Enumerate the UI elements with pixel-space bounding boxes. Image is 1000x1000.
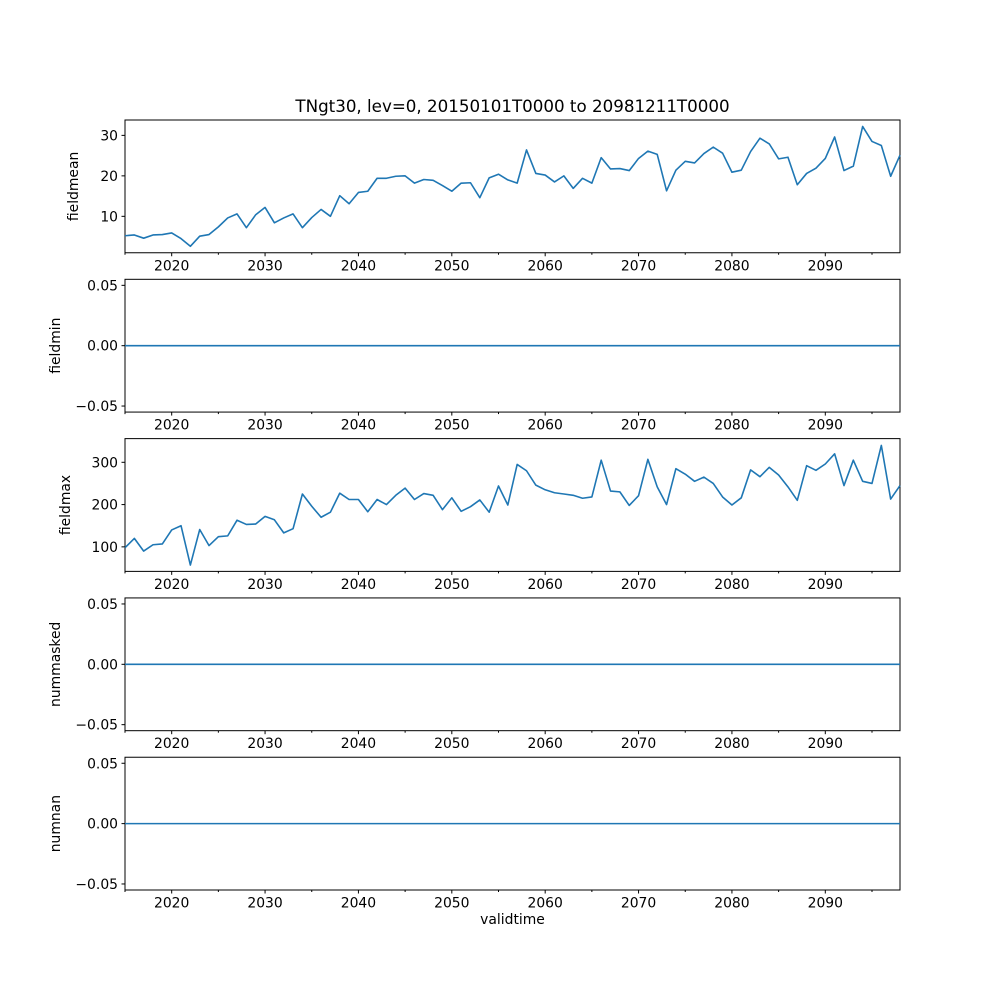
x-tick-label: 2030 bbox=[247, 258, 282, 274]
x-tick-label: 2070 bbox=[621, 896, 656, 912]
x-tick-label: 2030 bbox=[247, 896, 282, 912]
ylabel-nummasked: nummasked bbox=[48, 622, 64, 707]
x-tick-label: 2070 bbox=[621, 418, 656, 434]
subplot-fieldmin: 2020 2030 2040 2050 2060 2070 2080 2090 0.05 0.00… bbox=[48, 278, 901, 434]
x-tick-label: 2090 bbox=[808, 577, 843, 593]
x-tick-label: 2020 bbox=[154, 258, 189, 274]
series-line-fieldmean bbox=[124, 125, 901, 248]
y-tick-label: 0.00 bbox=[87, 817, 118, 833]
y-tick-label: 0.05 bbox=[87, 756, 118, 772]
x-tick-label: 2020 bbox=[154, 577, 189, 593]
x-tick-label: 2040 bbox=[341, 577, 376, 593]
x-tick-label: 2030 bbox=[247, 736, 282, 752]
y-tick-label: 0.05 bbox=[87, 597, 118, 613]
x-tick-label: 2040 bbox=[341, 736, 376, 752]
x-tick-label: 2040 bbox=[341, 896, 376, 912]
y-tick-label: −0.05 bbox=[75, 718, 118, 734]
x-axis-label: validtime bbox=[480, 912, 545, 928]
x-tick-label: 2070 bbox=[621, 736, 656, 752]
x-tick-label: 2050 bbox=[434, 258, 469, 274]
x-tick-label: 2060 bbox=[528, 418, 563, 434]
x-tick-label: 2030 bbox=[247, 577, 282, 593]
y-tick-label: 30 bbox=[100, 128, 118, 144]
x-tick-label: 2070 bbox=[621, 577, 656, 593]
figure-title: TNgt30, lev=0, 20150101T0000 to 20981211… bbox=[295, 96, 730, 116]
ylabel-fieldmax: fieldmax bbox=[58, 475, 74, 535]
x-tick-label: 2090 bbox=[808, 896, 843, 912]
x-tick-label: 2060 bbox=[528, 736, 563, 752]
y-tick-label: 10 bbox=[100, 209, 118, 225]
y-tick-label: −0.05 bbox=[75, 399, 118, 415]
x-tick-label: 2050 bbox=[434, 577, 469, 593]
x-tick-label: 2090 bbox=[808, 258, 843, 274]
x-tick-label: 2040 bbox=[341, 418, 376, 434]
ylabel-numnan: numnan bbox=[48, 795, 64, 852]
x-tick-label: 2050 bbox=[434, 418, 469, 434]
x-tick-label: 2050 bbox=[434, 896, 469, 912]
x-tick-label: 2080 bbox=[714, 258, 749, 274]
y-tick-label: −0.05 bbox=[75, 877, 118, 893]
x-tick-label: 2090 bbox=[808, 736, 843, 752]
x-tick-label: 2020 bbox=[154, 418, 189, 434]
x-tick-label: 2060 bbox=[528, 896, 563, 912]
x-tick-label: 2080 bbox=[714, 577, 749, 593]
y-tick-label: 0.00 bbox=[87, 339, 118, 355]
series-line-fieldmax bbox=[124, 444, 901, 566]
ylabel-fieldmin: fieldmin bbox=[48, 318, 64, 374]
y-tick-label: 20 bbox=[100, 169, 118, 185]
ylabel-fieldmean: fieldmean bbox=[66, 152, 82, 221]
subplot-fieldmean: 2020 2030 2040 2050 2060 2070 2080 2090102030fi… bbox=[66, 119, 901, 274]
y-tick-label: 0.05 bbox=[87, 278, 118, 294]
y-tick-label: 100 bbox=[91, 540, 118, 556]
subplot-fieldmax: 2020 2030 2040 2050 2060 2070 2080 2090 100 200 30… bbox=[58, 438, 901, 593]
y-tick-label: 200 bbox=[91, 498, 118, 514]
x-tick-label: 2020 bbox=[154, 896, 189, 912]
y-tick-label: 300 bbox=[91, 455, 118, 471]
x-tick-label: 2020 bbox=[154, 736, 189, 752]
subplot-numnan: 2020 2030 2040 2050 2060 2070 2080 2090 0.05 0.00… bbox=[48, 756, 901, 912]
x-tick-label: 2080 bbox=[714, 896, 749, 912]
x-tick-label: 2040 bbox=[341, 258, 376, 274]
y-tick-label: 0.00 bbox=[87, 657, 118, 673]
x-tick-label: 2050 bbox=[434, 736, 469, 752]
x-tick-label: 2080 bbox=[714, 418, 749, 434]
x-tick-label: 2060 bbox=[528, 577, 563, 593]
axes-frame bbox=[124, 119, 901, 254]
subplot-nummasked: 2020 2030 2040 2050 2060 2070 2080 2090 0.05 0.00… bbox=[48, 597, 901, 752]
x-tick-label: 2060 bbox=[528, 258, 563, 274]
axes-frame bbox=[124, 438, 901, 572]
x-tick-label: 2090 bbox=[808, 418, 843, 434]
x-tick-label: 2070 bbox=[621, 258, 656, 274]
x-tick-label: 2030 bbox=[247, 418, 282, 434]
x-tick-label: 2080 bbox=[714, 736, 749, 752]
